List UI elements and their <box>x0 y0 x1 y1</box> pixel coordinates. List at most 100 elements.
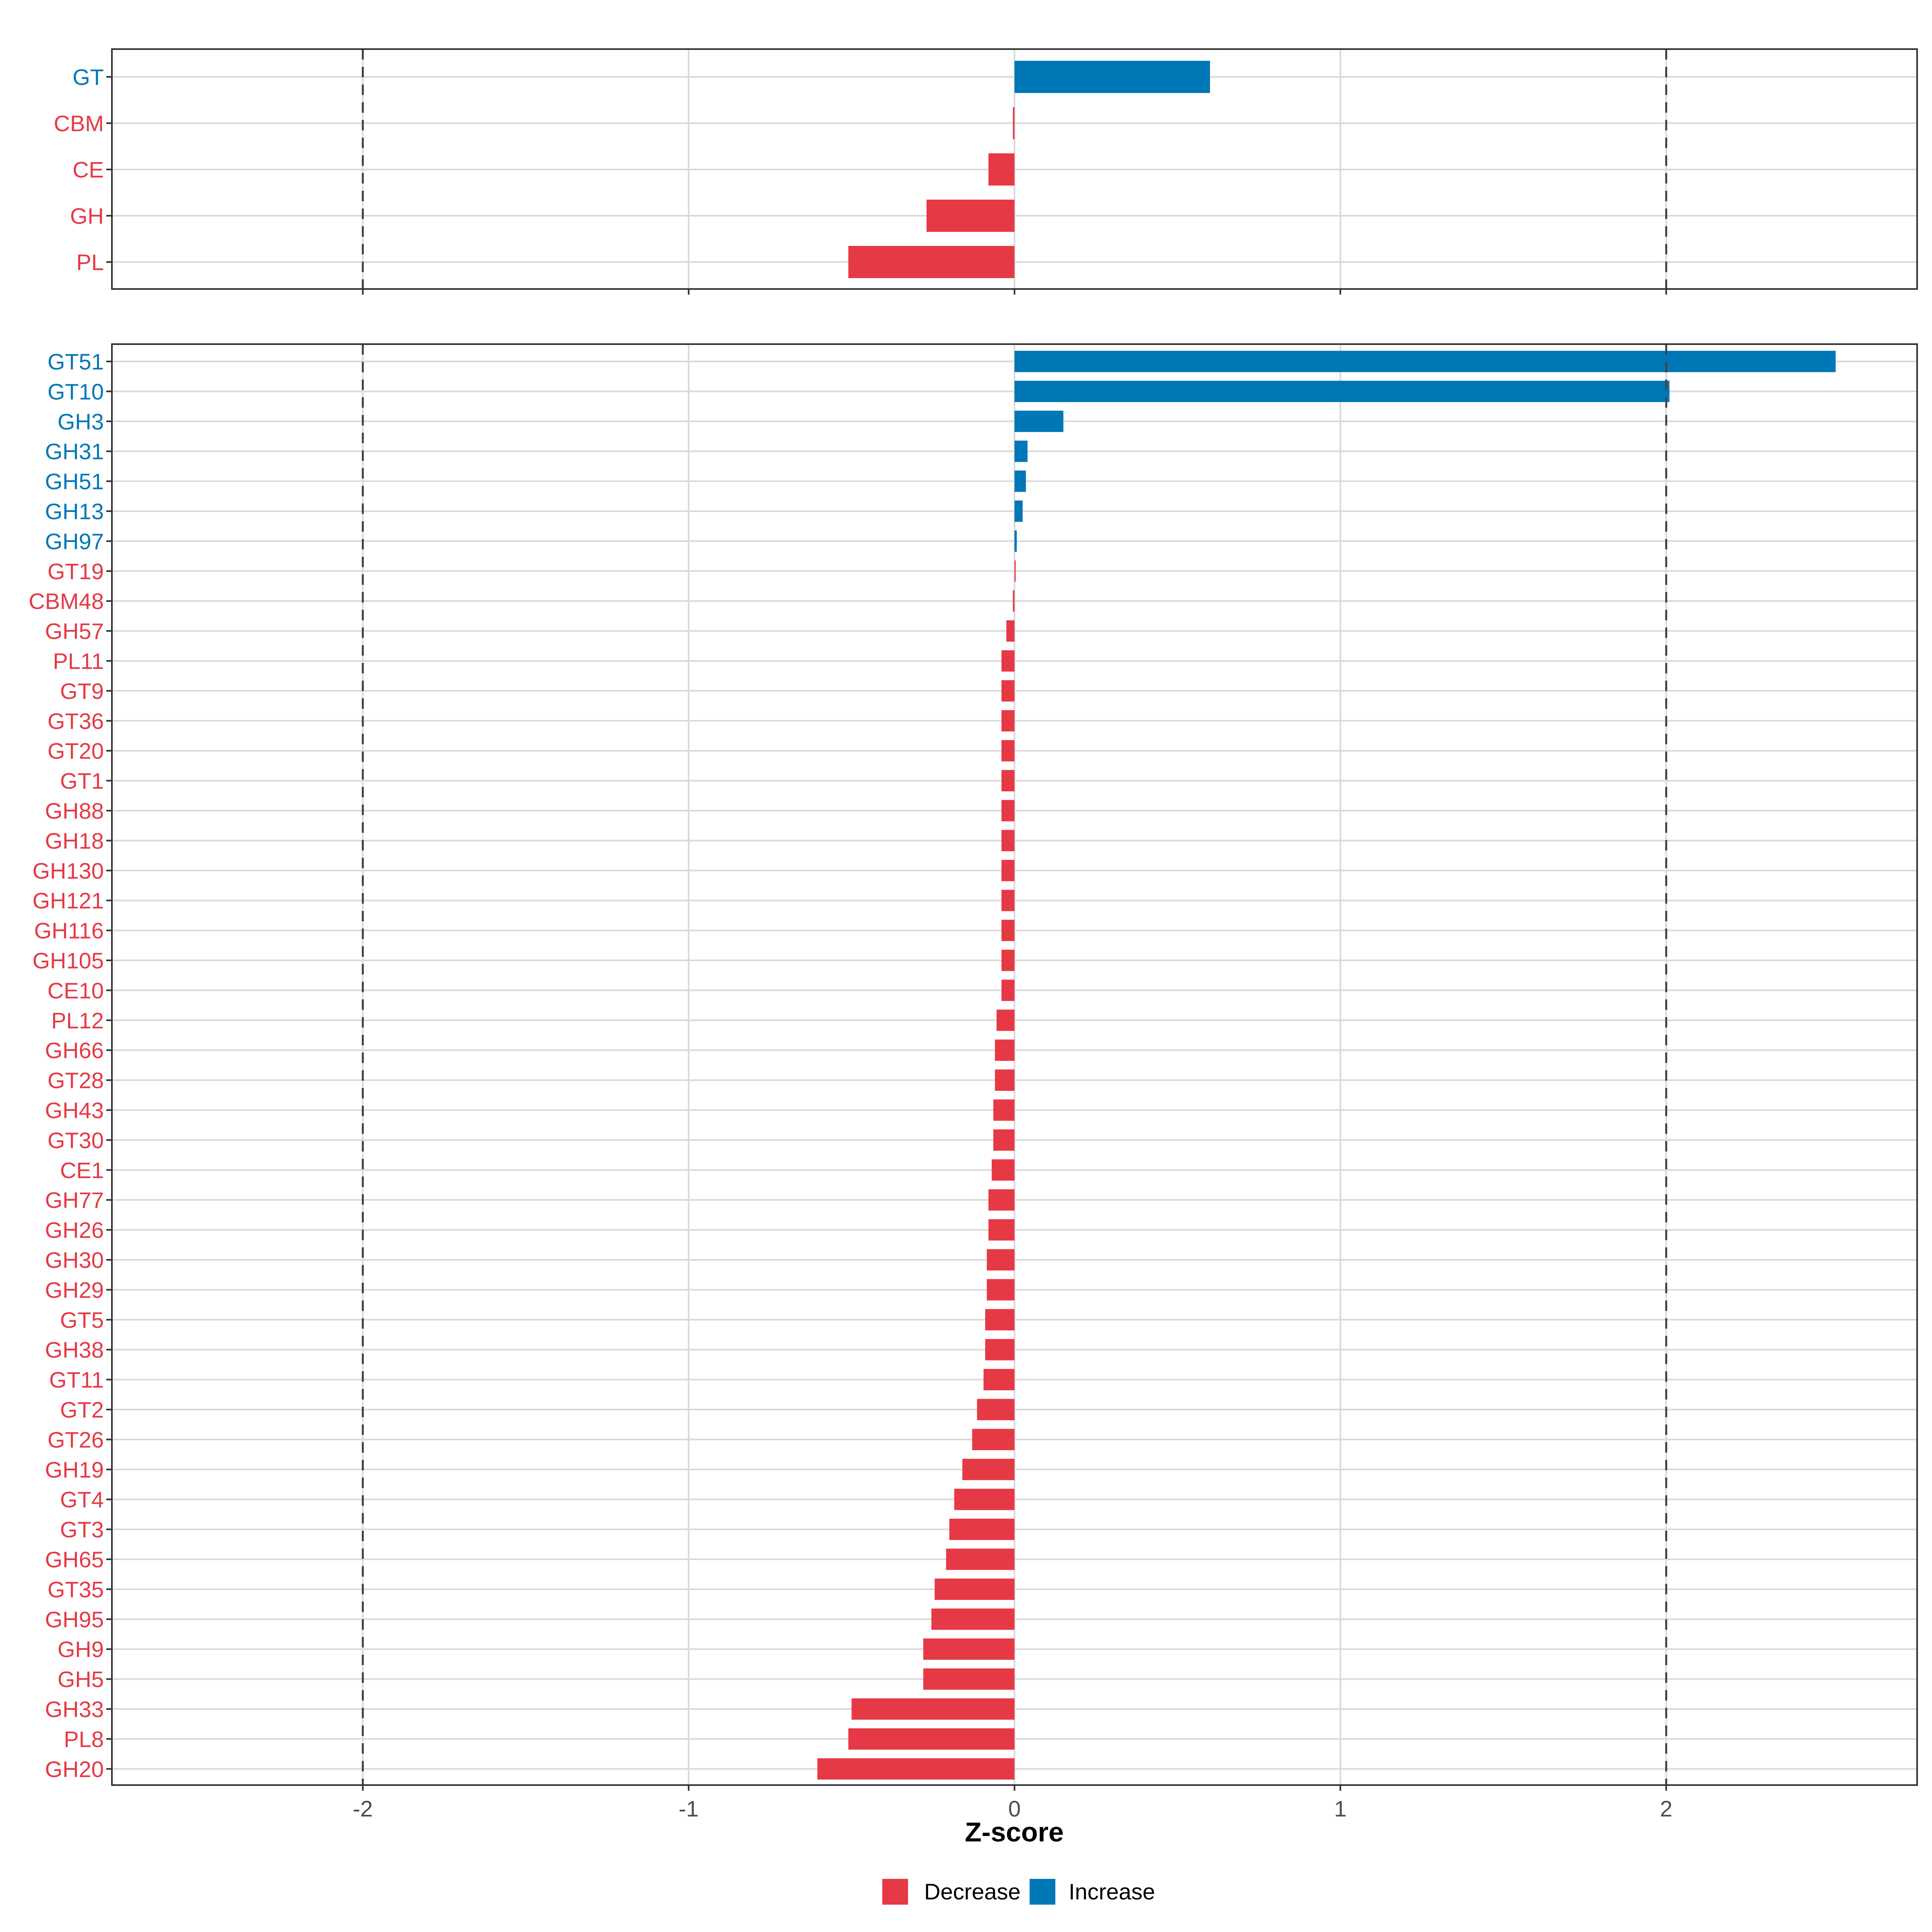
bar-CBM48 <box>1013 590 1015 612</box>
category-label-GT35: GT35 <box>47 1577 104 1602</box>
category-label-GH18: GH18 <box>45 828 104 853</box>
legend-swatch-increase <box>1030 1879 1055 1905</box>
category-label-GT36: GT36 <box>47 708 104 734</box>
bar-GT5 <box>985 1309 1015 1331</box>
category-label-GH121: GH121 <box>33 888 104 913</box>
bar-GH26 <box>988 1219 1015 1241</box>
category-label-GT9: GT9 <box>60 678 104 704</box>
category-label-GT: GT <box>72 64 104 90</box>
category-label-GT10: GT10 <box>47 379 104 404</box>
bar-GH57 <box>1006 620 1015 642</box>
x-tick-label: -1 <box>679 1796 699 1821</box>
bar-GH19 <box>962 1459 1015 1480</box>
x-tick-label: -2 <box>353 1796 373 1821</box>
legend-swatch-decrease <box>882 1879 908 1905</box>
x-tick-label: 1 <box>1334 1796 1346 1821</box>
bar-GH43 <box>993 1099 1015 1121</box>
bar-GH33 <box>851 1698 1015 1720</box>
bar-GH3 <box>1014 411 1063 432</box>
category-label-CE: CE <box>72 157 104 182</box>
category-label-GH: GH <box>70 203 104 229</box>
bar-GT4 <box>954 1488 1015 1510</box>
category-label-GH51: GH51 <box>45 469 104 494</box>
bar-GH121 <box>1001 890 1015 911</box>
bar-GH116 <box>1001 920 1015 941</box>
bar-GT1 <box>1001 770 1015 792</box>
category-label-GT2: GT2 <box>60 1397 104 1422</box>
category-label-GH97: GH97 <box>45 528 104 554</box>
bar-GT26 <box>972 1428 1015 1450</box>
bar-GH5 <box>923 1668 1015 1690</box>
category-label-GH77: GH77 <box>45 1187 104 1213</box>
bar-CE <box>988 153 1015 186</box>
bar-GH29 <box>987 1279 1015 1300</box>
category-label-GH3: GH3 <box>58 409 104 434</box>
x-tick-label: 2 <box>1660 1796 1672 1821</box>
category-label-PL8: PL8 <box>64 1726 104 1752</box>
bar-GH95 <box>931 1608 1015 1630</box>
bar-GT3 <box>949 1519 1015 1540</box>
category-label-GT30: GT30 <box>47 1127 104 1153</box>
bar-GT19 <box>1014 560 1016 582</box>
category-label-GH57: GH57 <box>45 619 104 644</box>
category-label-GH29: GH29 <box>45 1277 104 1302</box>
bar-CE10 <box>1001 979 1015 1001</box>
bar-PL8 <box>848 1728 1015 1750</box>
category-label-PL12: PL12 <box>51 1008 104 1033</box>
category-label-GH88: GH88 <box>45 798 104 824</box>
bar-PL <box>848 246 1015 278</box>
category-label-GT11: GT11 <box>49 1367 104 1393</box>
category-label-GH95: GH95 <box>45 1607 104 1632</box>
category-label-GT19: GT19 <box>47 559 104 584</box>
bar-PL12 <box>996 1009 1015 1031</box>
category-label-GH31: GH31 <box>45 439 104 464</box>
bar-GH18 <box>1001 830 1015 851</box>
category-label-GH43: GH43 <box>45 1098 104 1123</box>
bar-GH51 <box>1014 471 1026 492</box>
bar-GT9 <box>1001 680 1015 702</box>
bar-GT30 <box>993 1129 1015 1151</box>
category-label-CBM48: CBM48 <box>29 588 104 614</box>
legend: Decrease Increase <box>882 1879 1155 1905</box>
top-panel: GT CBM CE GH PL <box>54 48 1918 295</box>
bar-GH66 <box>995 1039 1015 1061</box>
category-label-CE1: CE1 <box>60 1158 104 1183</box>
bar-GH97 <box>1014 530 1017 552</box>
bar-GT10 <box>1014 380 1670 402</box>
category-label-GT26: GT26 <box>47 1427 104 1452</box>
bar-GT11 <box>983 1369 1015 1391</box>
bar-PL11 <box>1001 650 1015 672</box>
category-label-GT5: GT5 <box>60 1307 104 1333</box>
category-label-GT1: GT1 <box>60 768 104 794</box>
category-label-GT28: GT28 <box>47 1068 104 1093</box>
bar-GT35 <box>935 1578 1015 1600</box>
category-label-GH13: GH13 <box>45 499 104 524</box>
bar-GT36 <box>1001 710 1015 732</box>
category-label-GH5: GH5 <box>58 1667 104 1692</box>
bar-GH <box>926 200 1015 232</box>
category-label-GH20: GH20 <box>45 1757 104 1782</box>
bottom-panel: GT51 GT10 GH3 GH31 GH51 GH13 GH97 GT19 CBM48 GH57… <box>29 343 1918 1791</box>
bar-GT <box>1014 61 1210 93</box>
category-label-GH38: GH38 <box>45 1337 104 1362</box>
category-label-GH105: GH105 <box>33 948 104 973</box>
category-label-GH30: GH30 <box>45 1247 104 1273</box>
category-label-GH33: GH33 <box>45 1697 104 1722</box>
category-label-GH19: GH19 <box>45 1457 104 1482</box>
bar-GT28 <box>995 1069 1015 1091</box>
category-label-GH9: GH9 <box>58 1637 104 1662</box>
bar-GH31 <box>1014 440 1028 462</box>
category-label-GT20: GT20 <box>47 738 104 764</box>
category-label-GT51: GT51 <box>47 349 104 374</box>
category-label-GH65: GH65 <box>45 1547 104 1572</box>
x-axis: -2 -1 0 1 2 <box>353 1796 1672 1821</box>
legend-label-decrease: Decrease <box>924 1879 1021 1904</box>
category-label-CE10: CE10 <box>47 978 104 1003</box>
bar-GT20 <box>1001 740 1015 762</box>
category-label-GH66: GH66 <box>45 1038 104 1063</box>
bar-GT2 <box>977 1399 1015 1420</box>
category-label-GH116: GH116 <box>34 918 104 943</box>
bar-GH88 <box>1001 800 1015 822</box>
x-tick-label: 0 <box>1008 1796 1021 1821</box>
